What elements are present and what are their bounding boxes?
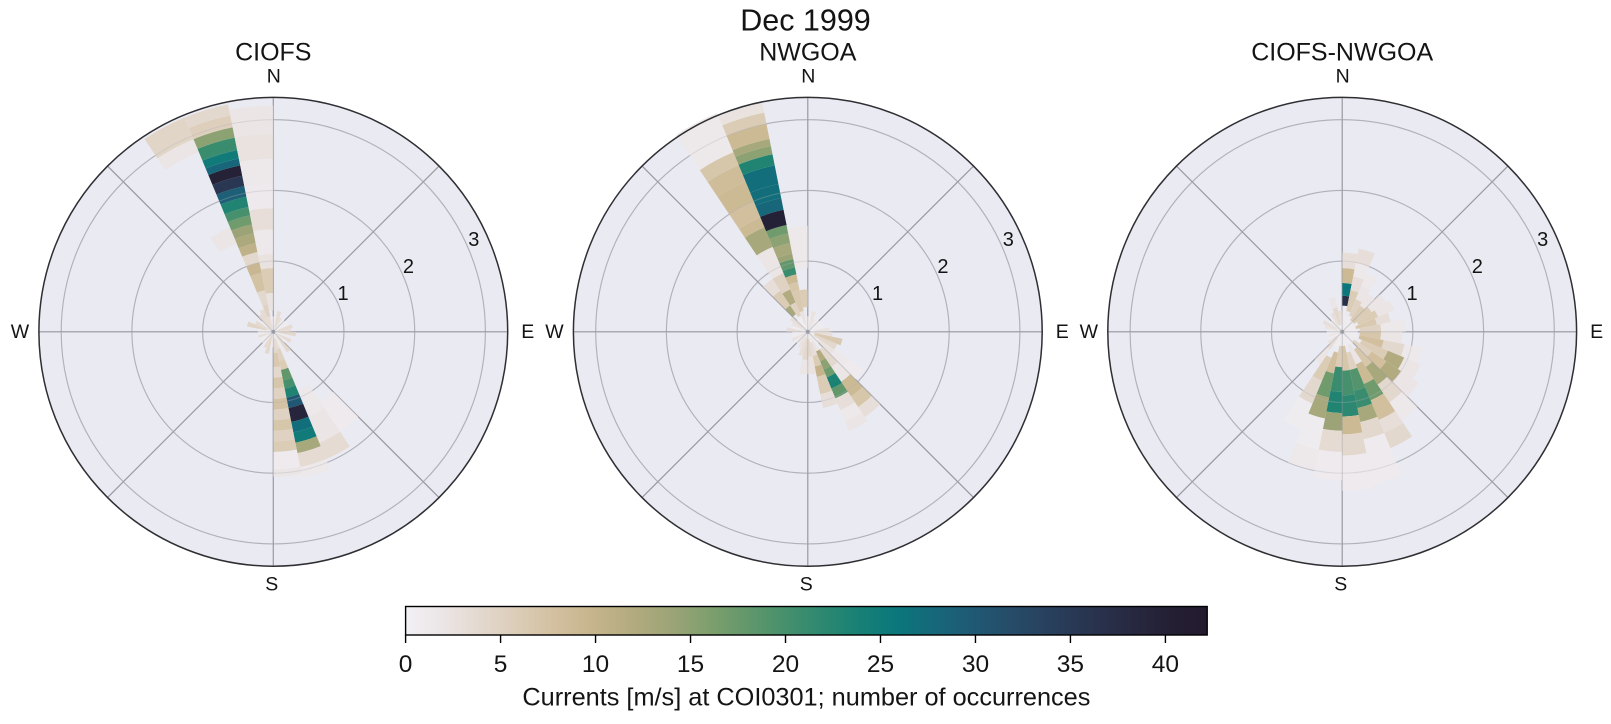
svg-text:CIOFS: CIOFS — [235, 39, 311, 67]
svg-text:0: 0 — [399, 651, 413, 678]
svg-text:3: 3 — [1537, 229, 1548, 251]
svg-text:E: E — [1590, 321, 1603, 343]
svg-text:35: 35 — [1057, 651, 1084, 678]
svg-text:3: 3 — [468, 229, 479, 251]
svg-text:40: 40 — [1152, 651, 1179, 678]
svg-text:E: E — [1056, 321, 1069, 343]
svg-text:W: W — [1080, 321, 1099, 343]
svg-text:W: W — [545, 321, 564, 343]
svg-text:25: 25 — [867, 651, 894, 678]
svg-text:2: 2 — [1472, 256, 1483, 278]
svg-text:2: 2 — [937, 256, 948, 278]
svg-text:1: 1 — [872, 283, 883, 305]
svg-text:20: 20 — [772, 651, 799, 678]
svg-text:Dec 1999: Dec 1999 — [740, 4, 871, 38]
svg-text:1: 1 — [1406, 283, 1417, 305]
svg-text:30: 30 — [962, 651, 989, 678]
svg-text:N: N — [801, 65, 815, 87]
svg-text:10: 10 — [582, 651, 609, 678]
svg-text:NWGOA: NWGOA — [759, 39, 857, 67]
svg-text:S: S — [800, 574, 813, 596]
svg-text:N: N — [1336, 65, 1350, 87]
svg-text:E: E — [521, 321, 534, 343]
svg-text:W: W — [11, 321, 30, 343]
svg-text:S: S — [1334, 574, 1347, 596]
svg-text:CIOFS-NWGOA: CIOFS-NWGOA — [1251, 39, 1433, 67]
svg-text:N: N — [267, 65, 281, 87]
svg-text:3: 3 — [1003, 229, 1014, 251]
svg-text:15: 15 — [677, 651, 704, 678]
svg-text:2: 2 — [403, 256, 414, 278]
svg-text:S: S — [265, 574, 278, 596]
svg-text:5: 5 — [494, 651, 508, 678]
svg-text:Currents [m/s] at COI0301; num: Currents [m/s] at COI0301; number of occ… — [522, 684, 1090, 712]
svg-text:1: 1 — [338, 283, 349, 305]
